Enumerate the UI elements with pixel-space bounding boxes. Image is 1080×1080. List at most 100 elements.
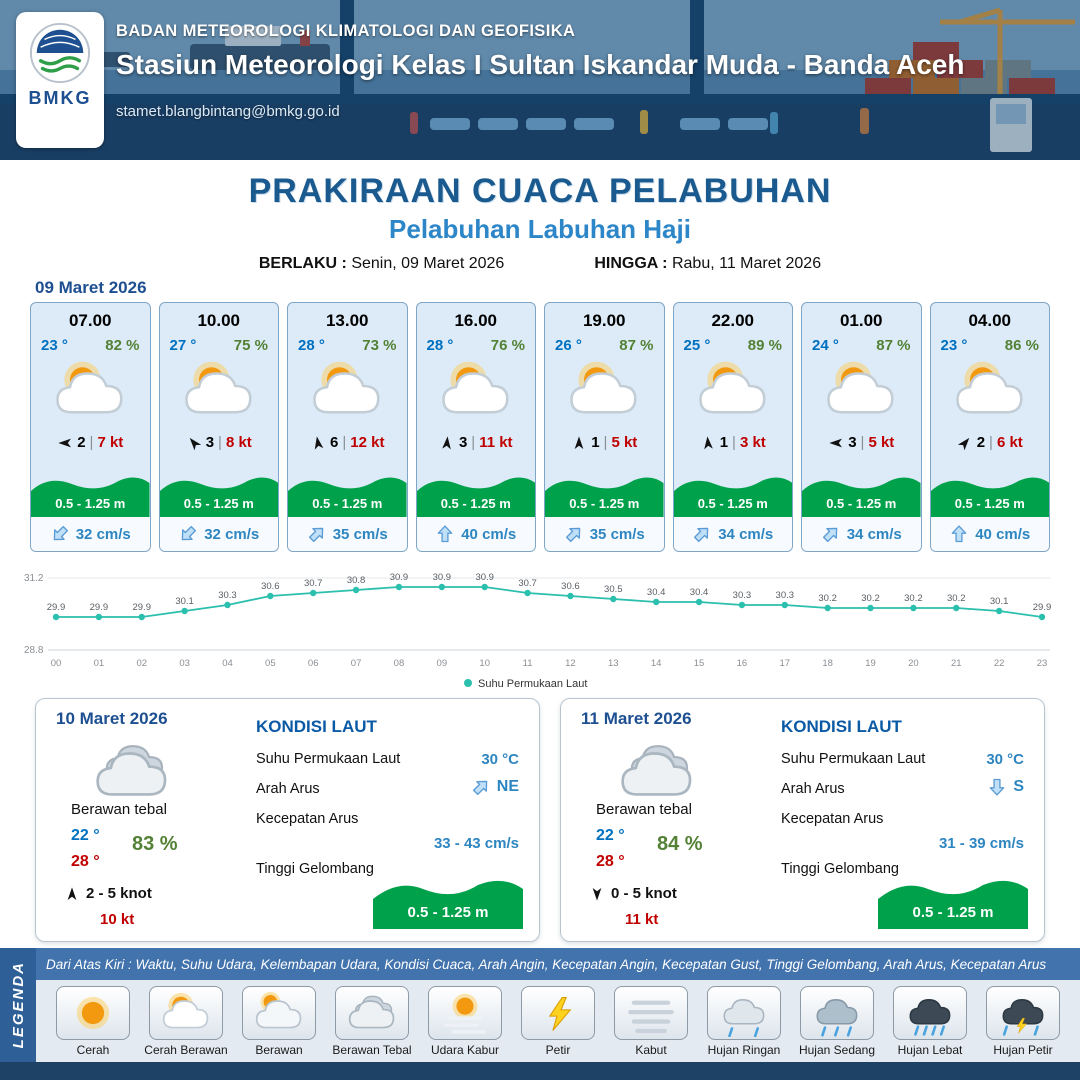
forecast-time: 07.00 bbox=[68, 311, 112, 330]
legend-item: Cerah bbox=[50, 986, 136, 1062]
forecast-time: 04.00 bbox=[968, 311, 1012, 330]
weather-icon bbox=[160, 356, 279, 432]
air-temperature: 26 ° bbox=[555, 337, 582, 354]
current-speed-label: Kecepatan Arus bbox=[256, 811, 359, 827]
legend-item: Petir bbox=[515, 986, 601, 1062]
svg-text:30.2: 30.2 bbox=[947, 593, 966, 604]
wind-info: 1 | 3 kt bbox=[674, 434, 793, 451]
petir-icon bbox=[521, 986, 595, 1040]
legend-item-label: Udara Kabur bbox=[430, 1043, 500, 1057]
svg-text:03: 03 bbox=[179, 658, 190, 669]
hourly-forecast-card: 04.00 23 ° 86 % 2 | 6 kt 0.5 - 1.25 m 40 cm/s bbox=[929, 302, 1050, 552]
legend-item: Hujan Ringan bbox=[701, 986, 787, 1062]
berawan-tebal-icon bbox=[335, 986, 409, 1040]
valid-from-label: BERLAKU : bbox=[258, 255, 347, 272]
svg-text:13: 13 bbox=[608, 658, 619, 669]
current-direction-value: NE bbox=[471, 777, 519, 797]
wave-height-label: Tinggi Gelombang bbox=[256, 861, 374, 877]
svg-text:18: 18 bbox=[822, 658, 833, 669]
forecast-time: 19.00 bbox=[582, 311, 626, 330]
wind-info: 3 | 8 kt bbox=[160, 434, 279, 451]
wind-info: 2 | 6 kt bbox=[931, 434, 1050, 451]
legend-item-label: Hujan Petir bbox=[993, 1043, 1053, 1057]
current-info: 32 cm/s bbox=[159, 517, 278, 551]
bmkg-logo-icon bbox=[29, 22, 91, 84]
current-speed: 32 cm/s bbox=[75, 525, 131, 543]
legend-item: Hujan Petir bbox=[980, 986, 1066, 1062]
header: BMKG BADAN METEOROLOGI KLIMATOLOGI DAN G… bbox=[0, 0, 1080, 160]
current-info: 34 cm/s bbox=[802, 517, 921, 551]
wind-gust: 11 kt bbox=[479, 434, 513, 451]
svg-text:15: 15 bbox=[694, 658, 705, 669]
svg-text:30.9: 30.9 bbox=[433, 572, 452, 583]
hourly-forecast-card: 07.00 23 ° 82 % 2 | 7 kt 0.5 - 1.25 m 32 cm/s bbox=[30, 302, 151, 552]
separator: | bbox=[471, 434, 476, 451]
sea-surface-temp-chart: 31.2 28.8 29.9 00 29.9 01 29.9 02 30.1 03 30.3 04 30… bbox=[20, 558, 1060, 690]
temperature-max: 28 ° bbox=[71, 853, 100, 870]
humidity: 87 % bbox=[876, 337, 911, 354]
wind-gust: 3 kt bbox=[739, 434, 766, 451]
cerah-icon bbox=[56, 986, 130, 1040]
svg-text:30.2: 30.2 bbox=[818, 593, 837, 604]
valid-from: BERLAKU : Senin, 09 Maret 2026 bbox=[259, 255, 504, 273]
air-temperature: 28 ° bbox=[298, 337, 325, 354]
svg-text:29.9: 29.9 bbox=[47, 602, 66, 613]
current-direction-icon bbox=[560, 520, 588, 548]
current-direction-label: Arah Arus bbox=[781, 781, 845, 797]
humidity: 89 % bbox=[747, 337, 782, 354]
wind-range: 0 - 5 knot bbox=[611, 885, 677, 902]
current-direction-icon bbox=[46, 520, 74, 548]
current-direction-text: S bbox=[1013, 778, 1024, 795]
weather-icon bbox=[417, 356, 536, 432]
legend-item-label: Kabut bbox=[635, 1043, 667, 1057]
humidity: 87 % bbox=[619, 337, 654, 354]
separator: | bbox=[732, 434, 736, 451]
wind-gust: 5 kt bbox=[868, 434, 895, 451]
legend-item-label: Cerah bbox=[76, 1043, 110, 1057]
hujan-lebat-icon bbox=[893, 986, 967, 1040]
svg-text:04: 04 bbox=[222, 658, 233, 669]
wind-speed: 1 bbox=[719, 434, 729, 451]
sst-label: Suhu Permukaan Laut bbox=[256, 751, 401, 767]
svg-text:08: 08 bbox=[394, 658, 405, 669]
page-subtitle: Pelabuhan Labuhan Haji bbox=[389, 214, 691, 244]
svg-text:30.7: 30.7 bbox=[304, 578, 323, 589]
current-speed: 35 cm/s bbox=[589, 525, 645, 543]
footer-bar bbox=[0, 1062, 1080, 1080]
humidity: 75 % bbox=[233, 337, 268, 354]
svg-text:30.6: 30.6 bbox=[261, 581, 280, 592]
air-temperature: 25 ° bbox=[683, 337, 711, 354]
hourly-forecast-card: 01.00 24 ° 87 % 3 | 5 kt 0.5 - 1.25 m 34 cm/s bbox=[801, 302, 922, 552]
separator: | bbox=[860, 434, 865, 451]
wave-height-band: 0.5 - 1.25 m bbox=[930, 471, 1049, 517]
humidity: 73 % bbox=[362, 337, 397, 354]
legend-sidebar: LEGENDA bbox=[0, 948, 36, 1062]
current-direction-text: NE bbox=[496, 778, 519, 795]
current-speed: 40 cm/s bbox=[461, 525, 517, 543]
air-temperature: 23 ° bbox=[41, 337, 68, 354]
sst-value: 30 °C bbox=[986, 751, 1024, 768]
wind-direction-icon bbox=[64, 886, 80, 902]
sea-conditions-heading: KONDISI LAUT bbox=[781, 717, 902, 736]
wind-direction-icon bbox=[182, 431, 205, 454]
svg-text:11: 11 bbox=[523, 658, 533, 669]
separator: | bbox=[89, 434, 94, 451]
current-direction-icon bbox=[688, 520, 716, 548]
wind-direction-icon bbox=[953, 431, 976, 454]
legend-item: Cerah Berawan bbox=[143, 986, 229, 1062]
wind-direction-icon bbox=[571, 435, 587, 451]
svg-text:12: 12 bbox=[565, 658, 576, 669]
hourly-forecast-card: 10.00 27 ° 75 % 3 | 8 kt 0.5 - 1.25 m 32 cm/s bbox=[158, 302, 279, 552]
current-info: 35 cm/s bbox=[288, 517, 407, 551]
humidity: 82 % bbox=[105, 337, 140, 354]
wind-gust: 8 kt bbox=[225, 434, 252, 451]
wave-height-band: 0.5 - 1.25 m bbox=[31, 471, 150, 517]
svg-text:29.9: 29.9 bbox=[132, 602, 151, 613]
svg-text:30.4: 30.4 bbox=[647, 587, 666, 598]
wind-direction-icon bbox=[699, 434, 716, 451]
wind-info: 6 | 12 kt bbox=[288, 434, 407, 451]
wind-info: 2 - 5 knot bbox=[64, 885, 152, 902]
svg-text:30.3: 30.3 bbox=[218, 590, 237, 601]
current-direction-label: Arah Arus bbox=[256, 781, 320, 797]
